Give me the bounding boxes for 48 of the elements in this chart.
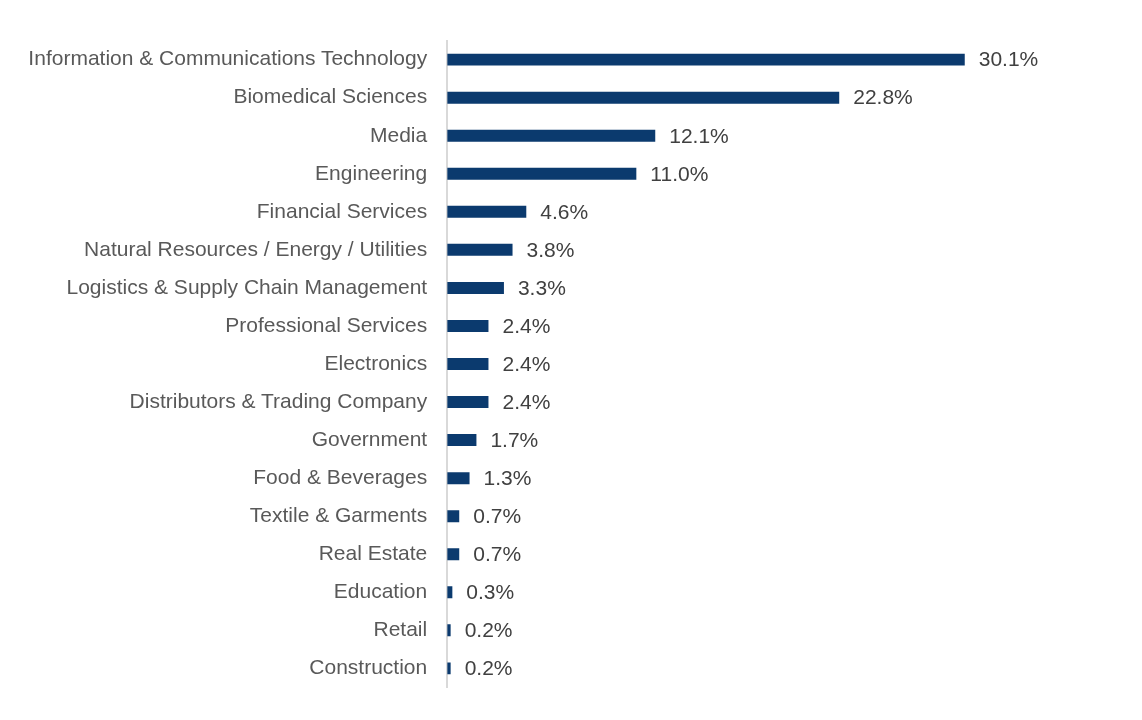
y-tick-label: Financial Services: [256, 198, 428, 222]
data-label: 22.8%: [853, 85, 913, 109]
bar: [447, 281, 504, 294]
data-label: 3.3%: [517, 275, 566, 299]
data-label: 0.7%: [473, 503, 522, 527]
bar: [447, 358, 489, 370]
y-tick-label: Logistics & Supply Chain Management: [66, 274, 428, 298]
y-tick-label: Professional Services: [225, 312, 428, 336]
y-tick-label: Real Estate: [318, 541, 428, 565]
bar: [447, 396, 489, 409]
y-tick-label: Construction: [309, 655, 428, 679]
y-tick-label: Electronics: [324, 350, 428, 374]
data-label: 1.7%: [490, 427, 539, 451]
bar: [447, 167, 637, 180]
data-label: 0.3%: [466, 580, 515, 604]
y-tick-label: Food & Beverages: [253, 464, 428, 488]
y-tick-label: Natural Resources / Energy / Utilities: [84, 236, 428, 260]
y-tick-label: Engineering: [315, 160, 428, 184]
y-tick-label: Distributors & Trading Company: [129, 388, 428, 412]
data-label: 12.1%: [669, 123, 729, 147]
data-label: 1.3%: [483, 465, 532, 489]
bar: [447, 91, 840, 104]
data-label: 2.4%: [502, 389, 551, 413]
y-tick-label: Government: [311, 426, 428, 450]
y-tick-label: Media: [369, 122, 428, 146]
bar: [447, 129, 656, 142]
data-label: 3.8%: [526, 237, 575, 261]
y-tick-label: Textile & Garments: [249, 502, 428, 526]
bar: [447, 472, 470, 485]
bar: [447, 53, 965, 66]
bar: [447, 205, 527, 218]
bar: [447, 548, 460, 561]
y-tick-label: Information & Communications Technology: [28, 46, 428, 70]
data-label: 4.6%: [540, 199, 589, 223]
data-label: 0.7%: [473, 542, 522, 566]
data-label: 0.2%: [464, 656, 513, 680]
bar: [447, 434, 477, 447]
data-label: 30.1%: [978, 47, 1039, 71]
y-tick-label: Biomedical Sciences: [233, 84, 428, 108]
data-label: 11.0%: [650, 161, 709, 185]
data-label: 2.4%: [502, 313, 551, 337]
data-label: 0.2%: [464, 618, 513, 642]
y-tick-label: Retail: [373, 617, 428, 641]
bar: [447, 243, 513, 256]
y-tick-label: Education: [333, 579, 428, 603]
data-label: 2.4%: [502, 351, 551, 375]
bar: [447, 510, 460, 523]
bar: [447, 319, 489, 332]
